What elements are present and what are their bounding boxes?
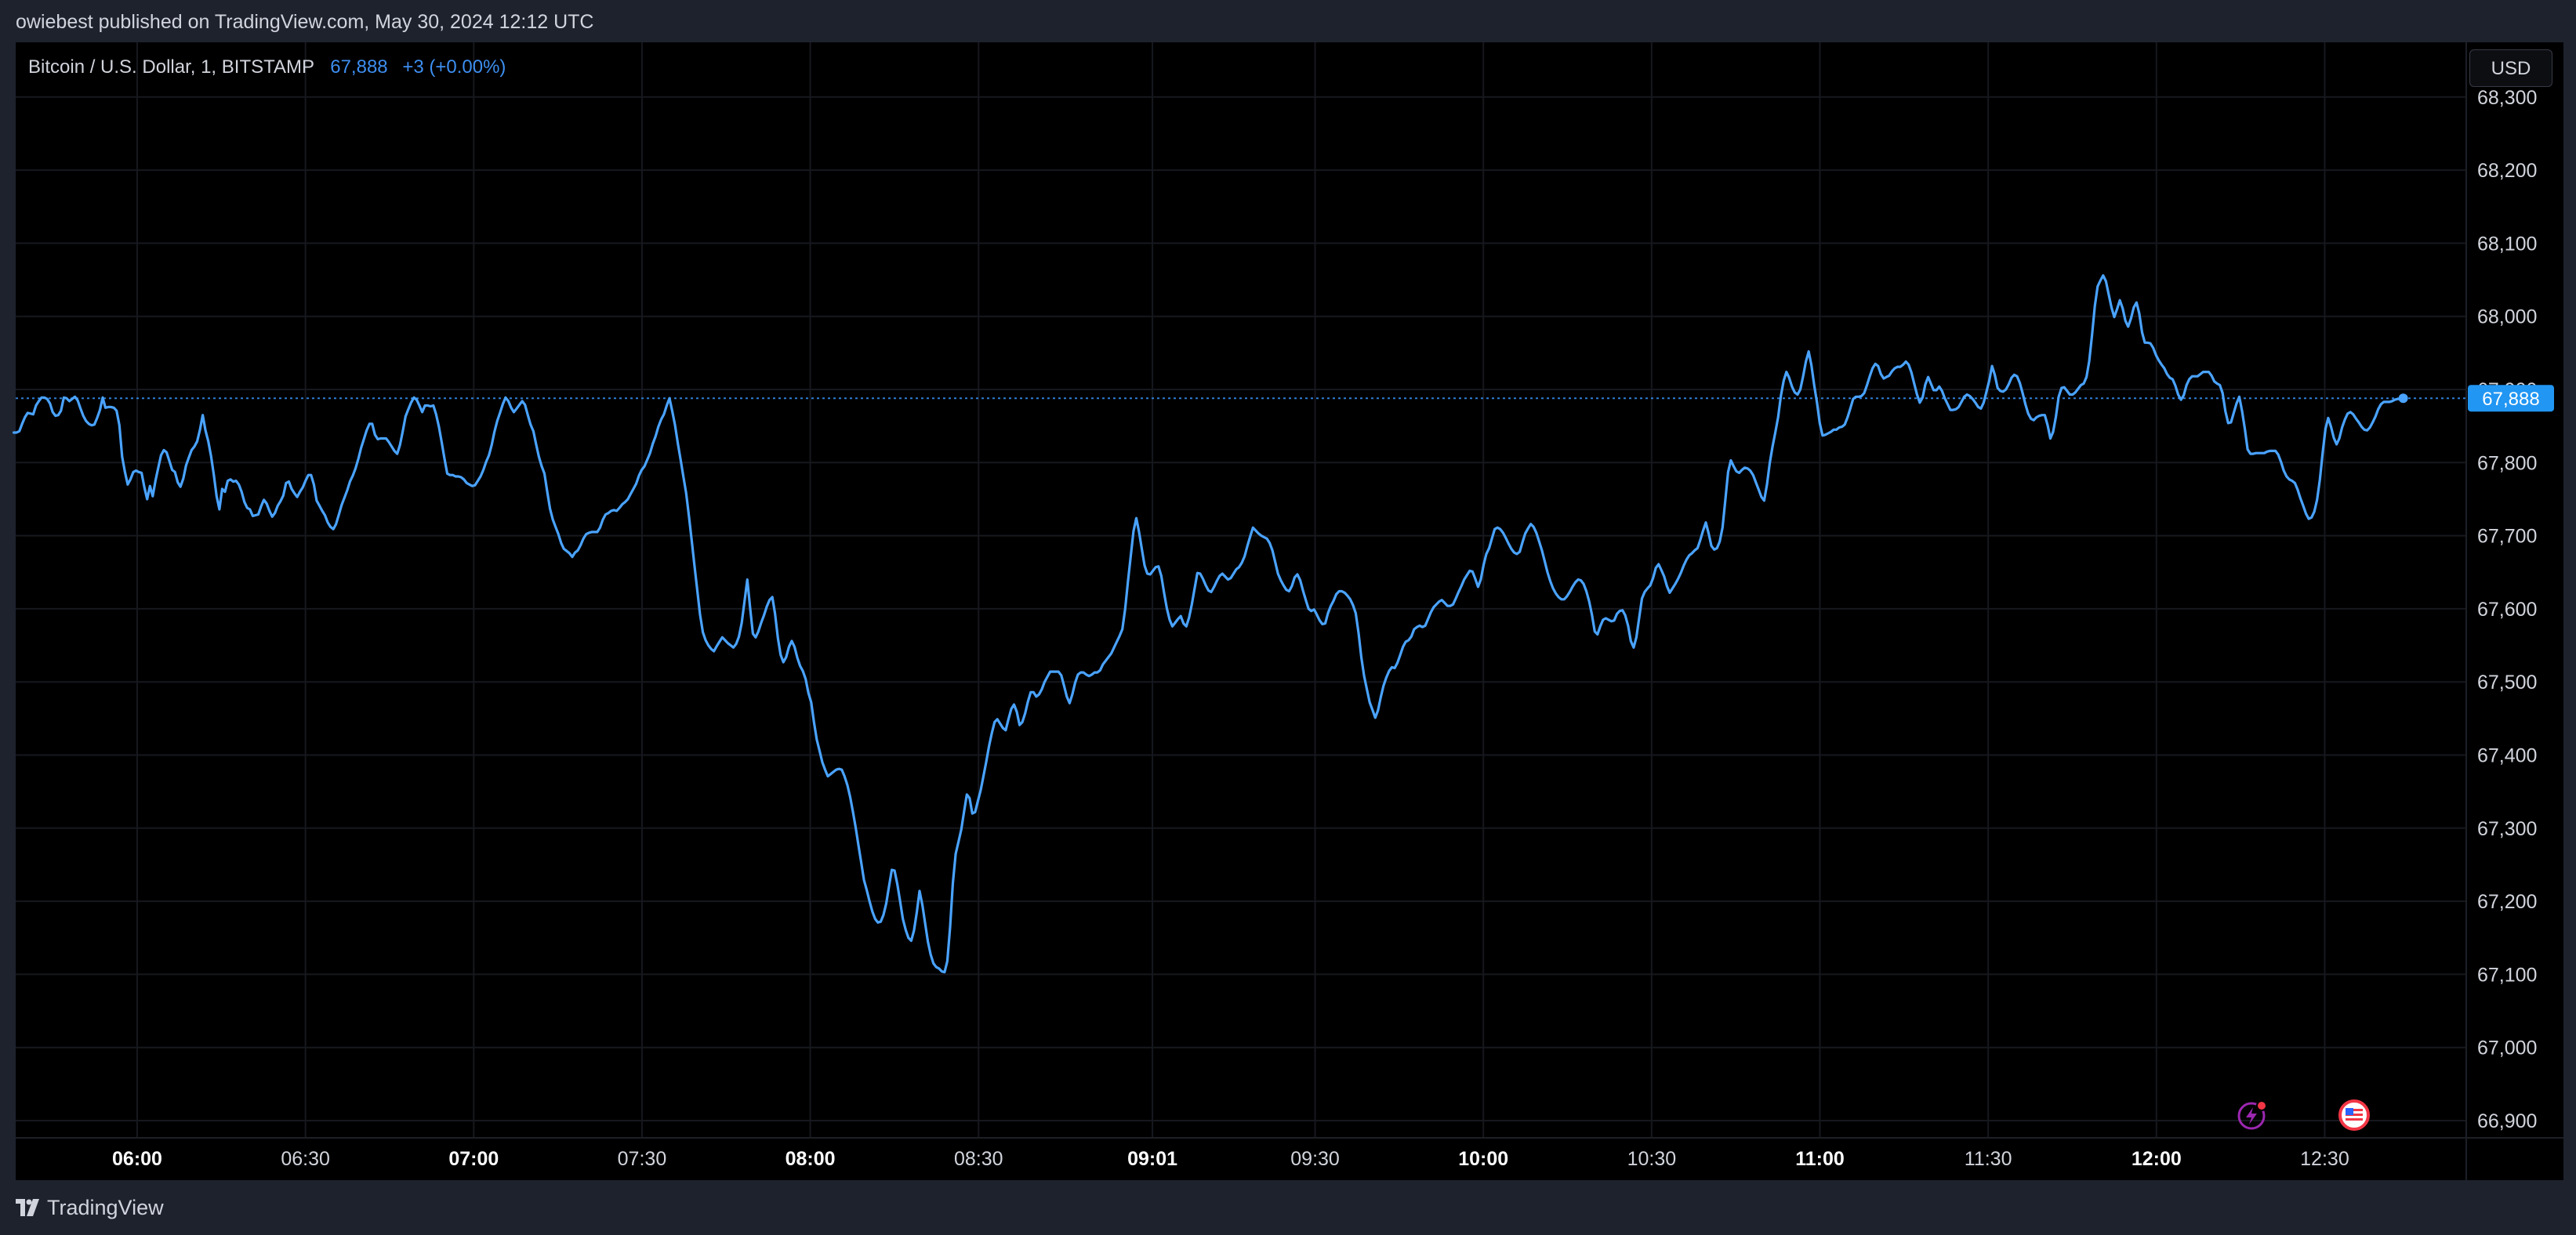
published-caption: owiebest published on TradingView.com, M… xyxy=(16,11,594,33)
price-axis-tick-label: 67,000 xyxy=(2477,1038,2537,1059)
last-price-tag: 67,888 xyxy=(2468,385,2554,412)
time-axis-tick-label: 07:00 xyxy=(448,1148,499,1170)
time-axis-tick-label: 06:00 xyxy=(112,1148,162,1170)
price-axis-tick-label: 68,000 xyxy=(2477,306,2537,328)
axis-separators xyxy=(16,42,2563,1180)
price-series-line xyxy=(13,273,2405,974)
lightning-icon[interactable] xyxy=(2236,1099,2269,1132)
time-axis-tick-label: 09:30 xyxy=(1290,1148,1340,1170)
price-axis[interactable]: 68,30068,20068,10068,00067,90067,80067,7… xyxy=(2477,87,2537,1132)
time-axis-tick-label: 06:30 xyxy=(281,1148,330,1170)
symbol-legend[interactable]: Bitcoin / U.S. Dollar, 1, BITSTAMP 67,88… xyxy=(28,56,506,78)
tradingview-brand-text: TradingView xyxy=(47,1195,164,1219)
time-axis-tick-label: 08:30 xyxy=(954,1148,1003,1170)
price-axis-tick-label: 66,900 xyxy=(2477,1110,2537,1132)
price-axis-tick-label: 68,200 xyxy=(2477,160,2537,182)
last-price-tag-text: 67,888 xyxy=(2482,389,2539,410)
us-flag-icon[interactable] xyxy=(2338,1099,2371,1132)
time-axis-tick-label: 11:00 xyxy=(1795,1148,1845,1170)
price-axis-tick-label: 68,300 xyxy=(2477,87,2537,109)
price-axis-tick-label: 67,400 xyxy=(2477,745,2537,767)
time-axis-tick-label: 10:30 xyxy=(1627,1148,1677,1170)
symbol-name[interactable]: Bitcoin / U.S. Dollar, 1, BITSTAMP xyxy=(28,56,314,78)
price-axis-tick-label: 67,200 xyxy=(2477,891,2537,913)
price-axis-tick-label: 67,700 xyxy=(2477,526,2537,548)
tradingview-brand[interactable]: TradingView xyxy=(16,1194,164,1221)
price-axis-tick-label: 67,500 xyxy=(2477,672,2537,694)
grid-lines xyxy=(16,42,2466,1138)
time-axis[interactable]: 06:00 06:30 07:00 07:30 08:00 08:30 09:01 09:30… xyxy=(112,1148,2349,1170)
time-axis-tick-label: 12:00 xyxy=(2132,1148,2182,1170)
last-price-point xyxy=(2398,393,2408,404)
time-axis-tick-label: 07:30 xyxy=(618,1148,667,1170)
currency-button[interactable]: USD xyxy=(2469,49,2552,87)
time-axis-tick-label: 08:00 xyxy=(785,1148,836,1170)
price-change-value: +3 (+0.00%) xyxy=(402,56,506,78)
tradingview-logo-icon xyxy=(16,1199,39,1216)
price-axis-tick-label: 68,100 xyxy=(2477,233,2537,255)
chart-panel[interactable] xyxy=(16,42,2563,1180)
price-axis-tick-label: 67,100 xyxy=(2477,964,2537,986)
price-axis-tick-label: 67,800 xyxy=(2477,452,2537,474)
time-axis-tick-label: 11:30 xyxy=(1965,1148,2012,1170)
last-price-value: 67,888 xyxy=(330,56,388,78)
time-axis-tick-label: 10:00 xyxy=(1458,1148,1508,1170)
price-axis-tick-label: 67,300 xyxy=(2477,818,2537,840)
price-axis-tick-label: 67,600 xyxy=(2477,599,2537,621)
time-axis-tick-label: 09:01 xyxy=(1127,1148,1177,1170)
time-axis-tick-label: 12:30 xyxy=(2300,1148,2349,1170)
